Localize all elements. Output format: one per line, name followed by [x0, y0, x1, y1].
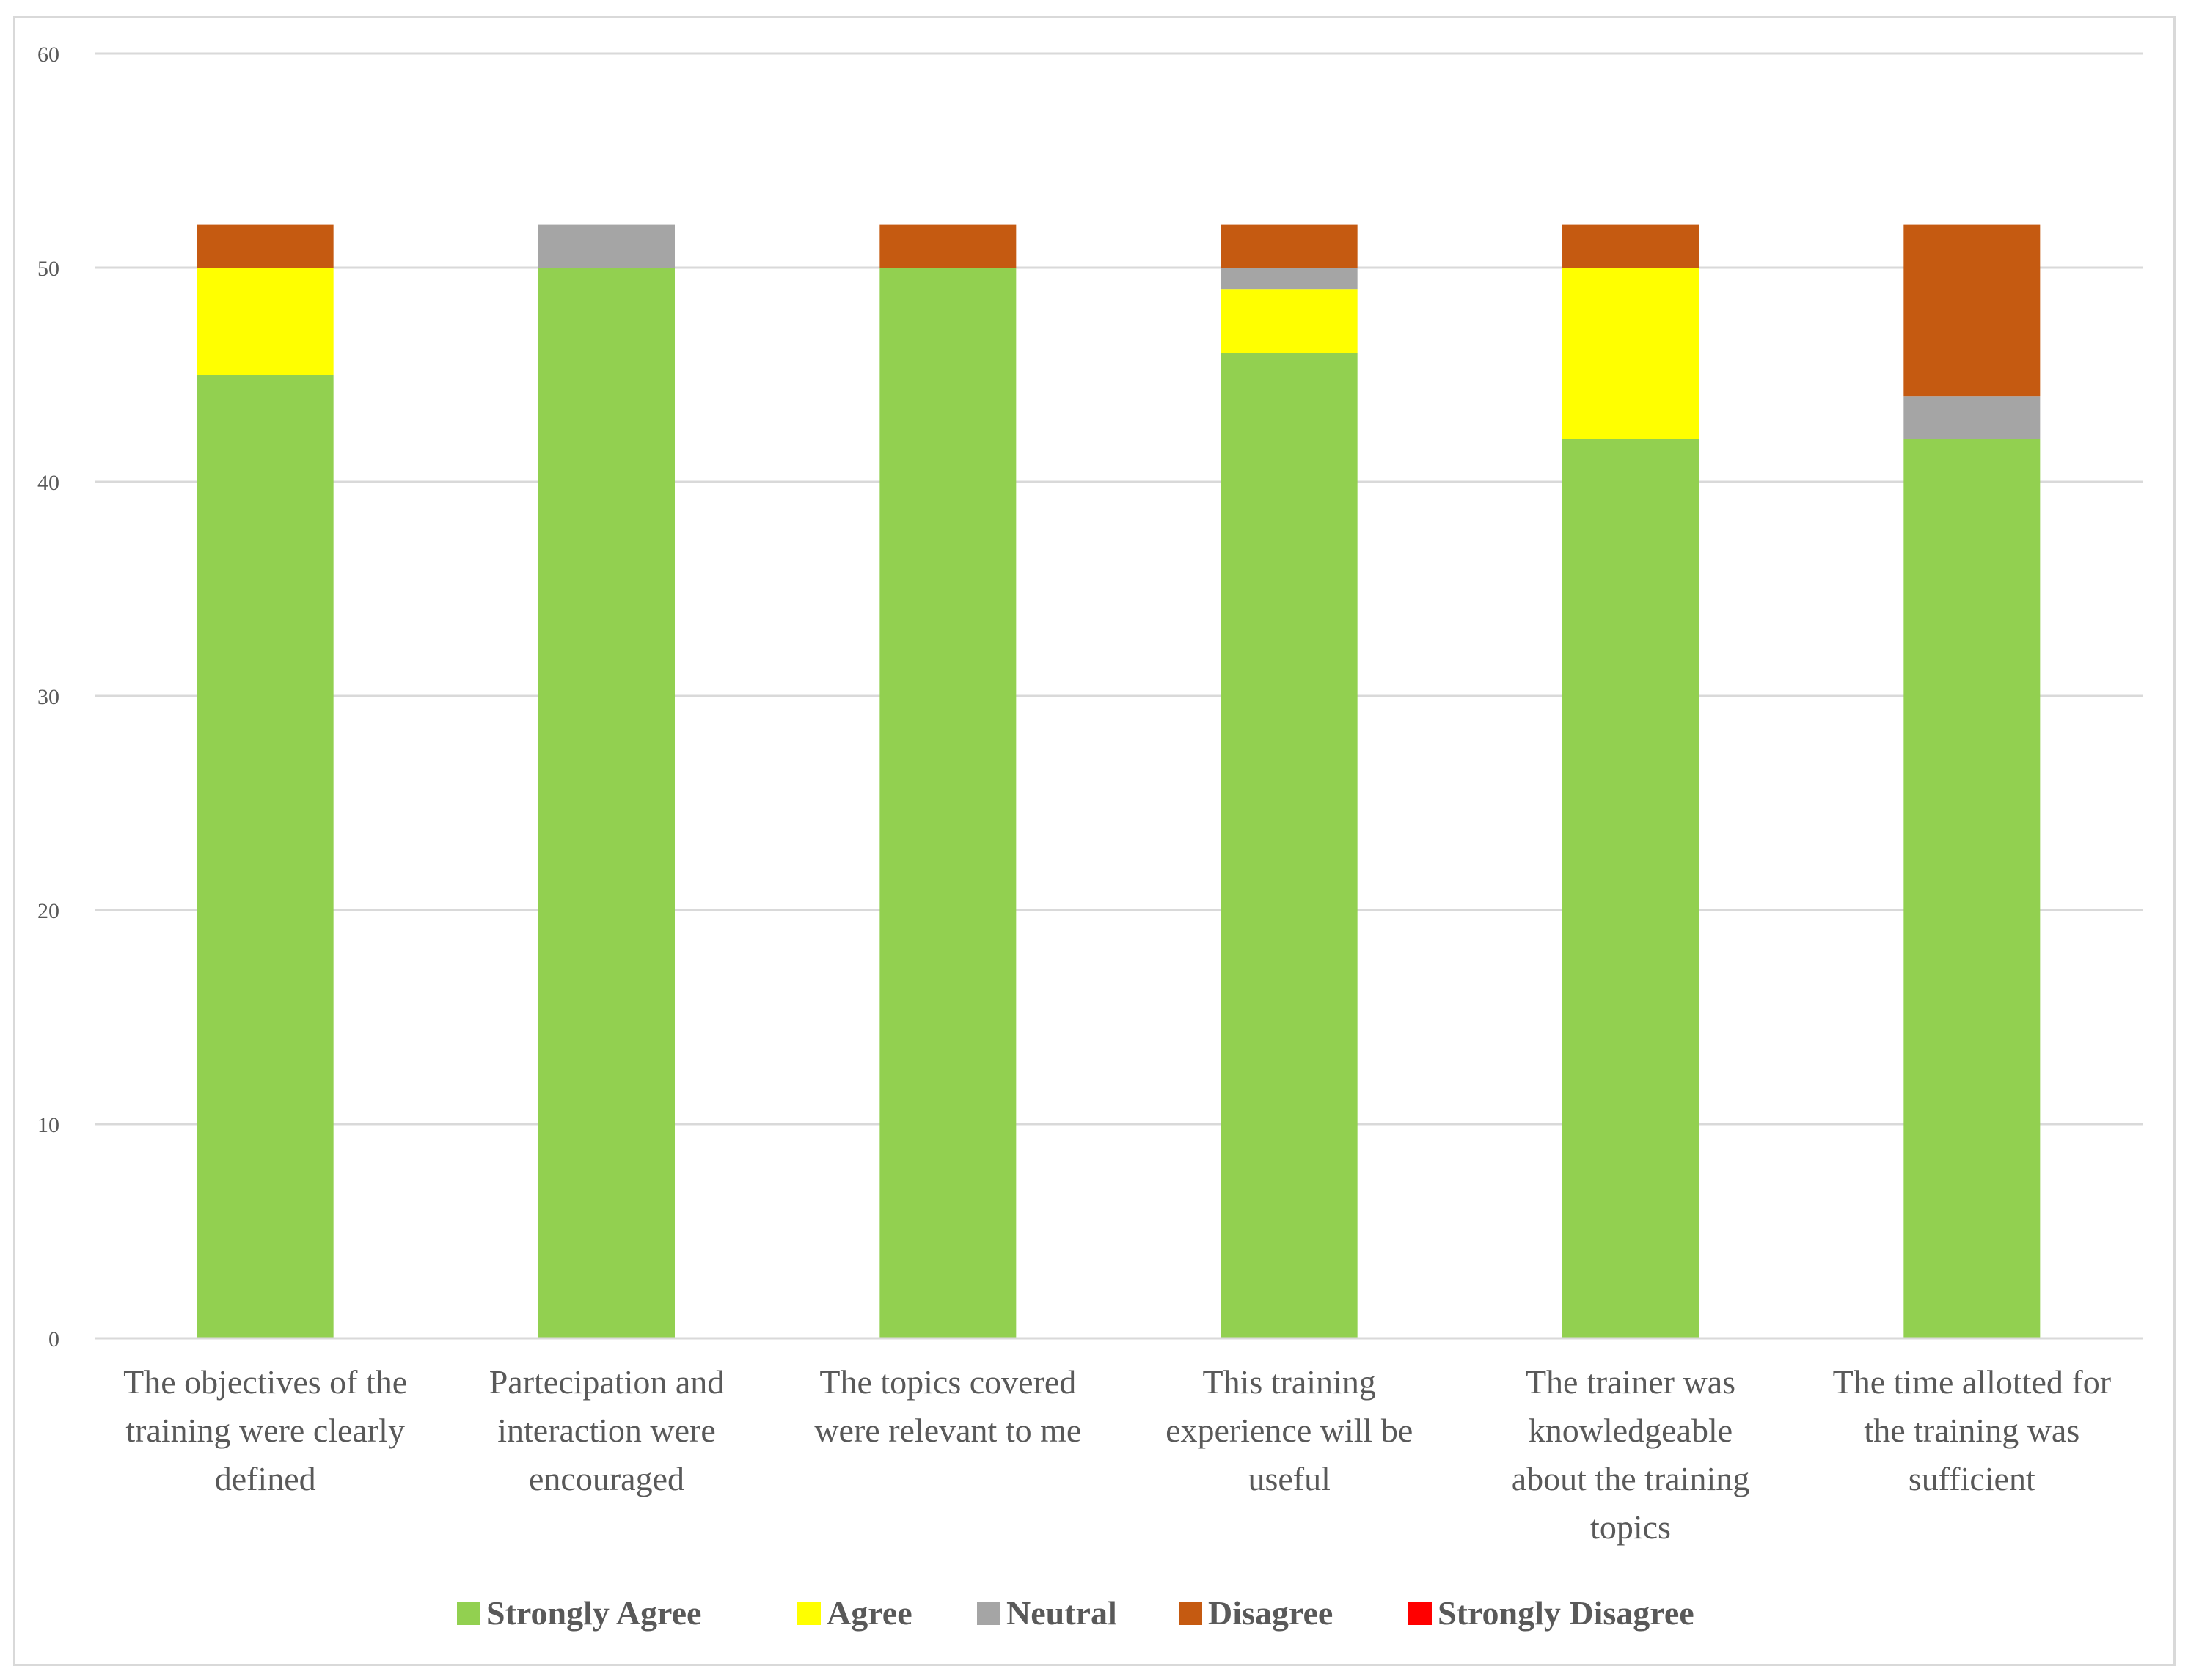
legend-swatch	[457, 1602, 480, 1625]
legend: Strongly Agree Agree Neutral Disagree Strong…	[457, 1594, 1694, 1632]
x-tick-label-line: topics	[1590, 1508, 1671, 1546]
y-tick-label: 20	[37, 899, 59, 923]
bar-segment	[1903, 224, 2041, 397]
bar-segment	[1562, 439, 1699, 1338]
bar-segment	[1221, 268, 1358, 290]
x-tick-label-line: sufficient	[1909, 1460, 2035, 1497]
x-tick-label: The topics covered were relevant to me	[814, 1363, 1081, 1449]
x-tick-label-line: The trainer was	[1526, 1363, 1735, 1401]
bar-segment	[879, 268, 1017, 1338]
bar-segment	[1221, 224, 1358, 268]
x-tick-label: The time allotted for the training was suf…	[1833, 1363, 2111, 1497]
x-tick-label-line: The topics covered	[819, 1363, 1076, 1401]
bar-segment	[538, 224, 675, 268]
chart-frame: 0 10 20 30 40 50 60 The objectives of the train…	[13, 16, 2176, 1666]
y-tick-label: 30	[37, 685, 59, 709]
bar-segment	[1562, 268, 1699, 439]
y-tick-label: 60	[37, 43, 59, 67]
x-tick-label: This training experience will be useful	[1166, 1363, 1413, 1497]
x-tick-label-line: training were clearly	[125, 1412, 405, 1449]
y-axis-ticks: 0 10 20 30 40 50 60	[37, 43, 59, 1351]
x-axis-category-labels: The objectives of the training were clear…	[123, 1363, 2111, 1546]
y-tick-label: 10	[37, 1113, 59, 1137]
y-tick-label: 40	[37, 471, 59, 495]
bar-segment	[1221, 353, 1358, 1338]
bar-segment	[197, 268, 334, 375]
legend-label: Agree	[827, 1594, 912, 1632]
x-tick-label-line: This training	[1202, 1363, 1375, 1401]
x-tick-label-line: interaction were	[497, 1412, 716, 1449]
x-tick-label-line: were relevant to me	[814, 1412, 1081, 1449]
gridlines	[95, 52, 2143, 1126]
legend-label: Neutral	[1006, 1594, 1117, 1632]
bar-segment	[538, 268, 675, 1338]
x-tick-label-line: Partecipation and	[489, 1363, 725, 1401]
x-tick-label-line: The objectives of the	[123, 1363, 407, 1401]
bar-segment	[197, 375, 334, 1338]
legend-swatch	[977, 1602, 1000, 1625]
bar-segment	[1903, 396, 2041, 439]
x-tick-label: The trainer was knowledgeable about the tr…	[1512, 1363, 1749, 1546]
legend-label: Disagree	[1208, 1594, 1333, 1632]
stacked-bar-chart: 0 10 20 30 40 50 60 The objectives of the train…	[37, 43, 2143, 1632]
bar-segment	[1562, 224, 1699, 268]
y-tick-label: 50	[37, 257, 59, 281]
bars	[197, 224, 2041, 1338]
bar-segment	[1903, 439, 2041, 1338]
bar-segment	[879, 224, 1017, 268]
legend-label: Strongly Disagree	[1438, 1594, 1694, 1632]
legend-swatch	[1179, 1602, 1202, 1625]
x-tick-label-line: useful	[1248, 1460, 1330, 1497]
x-tick-label-line: about the training	[1512, 1460, 1749, 1497]
bar-segment	[1221, 289, 1358, 353]
bar-segment	[197, 224, 334, 268]
x-tick-label-line: experience will be	[1166, 1412, 1413, 1449]
x-tick-label: Partecipation and interaction were encoura…	[489, 1363, 725, 1497]
x-tick-label-line: encouraged	[529, 1460, 684, 1497]
x-tick-label-line: knowledgeable	[1529, 1412, 1733, 1449]
y-tick-label: 0	[48, 1327, 59, 1351]
x-tick-label-line: the training was	[1864, 1412, 2079, 1449]
legend-label: Strongly Agree	[486, 1594, 701, 1632]
legend-swatch	[797, 1602, 821, 1625]
x-tick-label-line: defined	[215, 1460, 316, 1497]
x-tick-label-line: The time allotted for	[1833, 1363, 2111, 1401]
x-tick-label: The objectives of the training were clear…	[123, 1363, 407, 1497]
legend-swatch	[1408, 1602, 1432, 1625]
